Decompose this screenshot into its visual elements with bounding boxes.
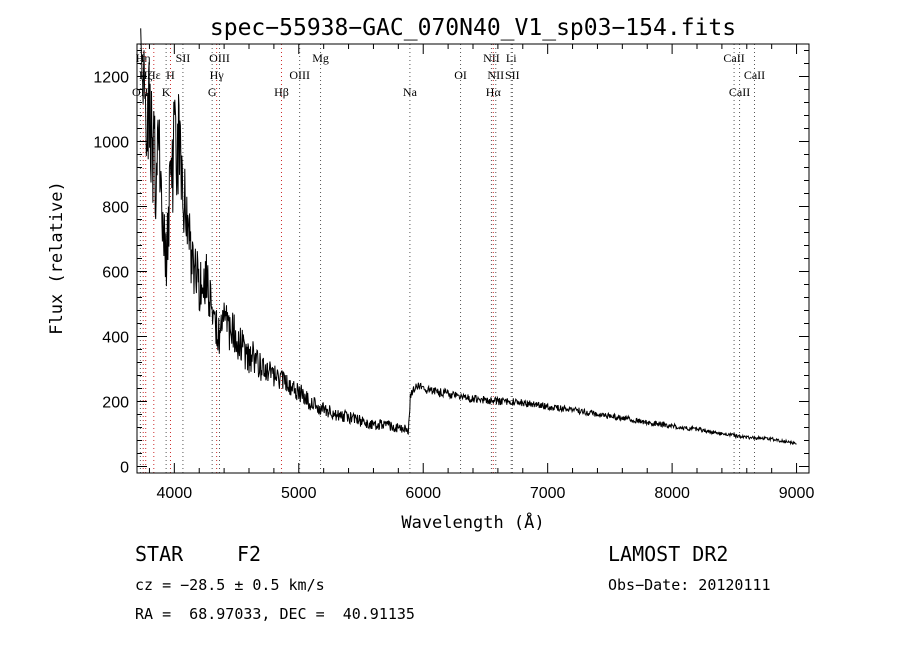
spectral-line-label: Na: [403, 85, 418, 99]
spectral-line-label: CaII: [729, 85, 750, 99]
object-subclass: F2: [237, 542, 262, 566]
observation-date: Obs−Date: 20120111: [608, 576, 771, 594]
spectral-line-label: OIII: [289, 68, 310, 82]
x-tick-label: 4000: [157, 485, 193, 502]
survey-name: LAMOST DR2: [608, 542, 729, 566]
ra-dec: RA = 68.97033, DEC = 40.91135: [135, 605, 415, 623]
spectral-line-label: Mg: [312, 51, 329, 65]
x-tick-label: 9000: [779, 485, 815, 502]
y-tick-label: 0: [120, 460, 129, 477]
x-tick-label: 8000: [654, 485, 690, 502]
spectral-line-label: SII: [505, 68, 520, 82]
y-tick-label: 600: [102, 265, 129, 282]
spectral-line-label: Li: [506, 51, 517, 65]
chart-title: spec−55938−GAC_070N40_V1_sp03−154.fits: [210, 15, 736, 41]
plot-frame: [136, 43, 810, 474]
y-axis-ticks: 0 200 400 600 800 1000 1200: [93, 50, 809, 477]
spectral-line-label: K: [162, 85, 171, 99]
spectral-line-label: Hε: [147, 68, 161, 82]
spectral-line-label: Hη: [136, 51, 151, 65]
spectral-line-label: Hγ: [210, 68, 225, 82]
x-axis-label: Wavelength (Å): [401, 511, 544, 533]
spectral-line-label: CaII: [723, 51, 744, 65]
x-tick-label: 7000: [530, 485, 566, 502]
spectral-line-label: SII: [176, 51, 191, 65]
y-tick-label: 400: [102, 330, 129, 347]
object-class: STAR: [135, 542, 184, 566]
y-tick-label: 200: [102, 395, 129, 412]
spectral-line-label: NII: [487, 68, 504, 82]
spectral-line-label: OI: [454, 68, 467, 82]
y-tick-label: 1000: [93, 135, 129, 152]
spectral-line-markers: OIIHηHζHεKHSIIGHγOIIIHβOIIIMgNaOINIIHαNI…: [132, 44, 765, 473]
spectral-line-label: Hα: [486, 85, 502, 99]
spectral-line-label: NII: [483, 51, 500, 65]
spectral-line-label: OIII: [209, 51, 230, 65]
spectrum-line: [140, 28, 797, 446]
y-tick-label: 1200: [93, 70, 129, 87]
y-axis-label: Flux (relative): [47, 181, 67, 335]
x-tick-label: 6000: [405, 485, 441, 502]
y-tick-label: 800: [102, 200, 129, 217]
x-axis-ticks: 4000 5000 6000 7000 8000 9000: [148, 44, 815, 502]
spectral-line-label: Hβ: [274, 85, 289, 99]
spectral-line-label: CaII: [744, 68, 765, 82]
spectral-line-label: H: [166, 68, 175, 82]
spectral-line-label: G: [208, 85, 217, 99]
x-tick-label: 5000: [281, 485, 317, 502]
redshift-cz: cz = −28.5 ± 0.5 km/s: [135, 576, 325, 594]
